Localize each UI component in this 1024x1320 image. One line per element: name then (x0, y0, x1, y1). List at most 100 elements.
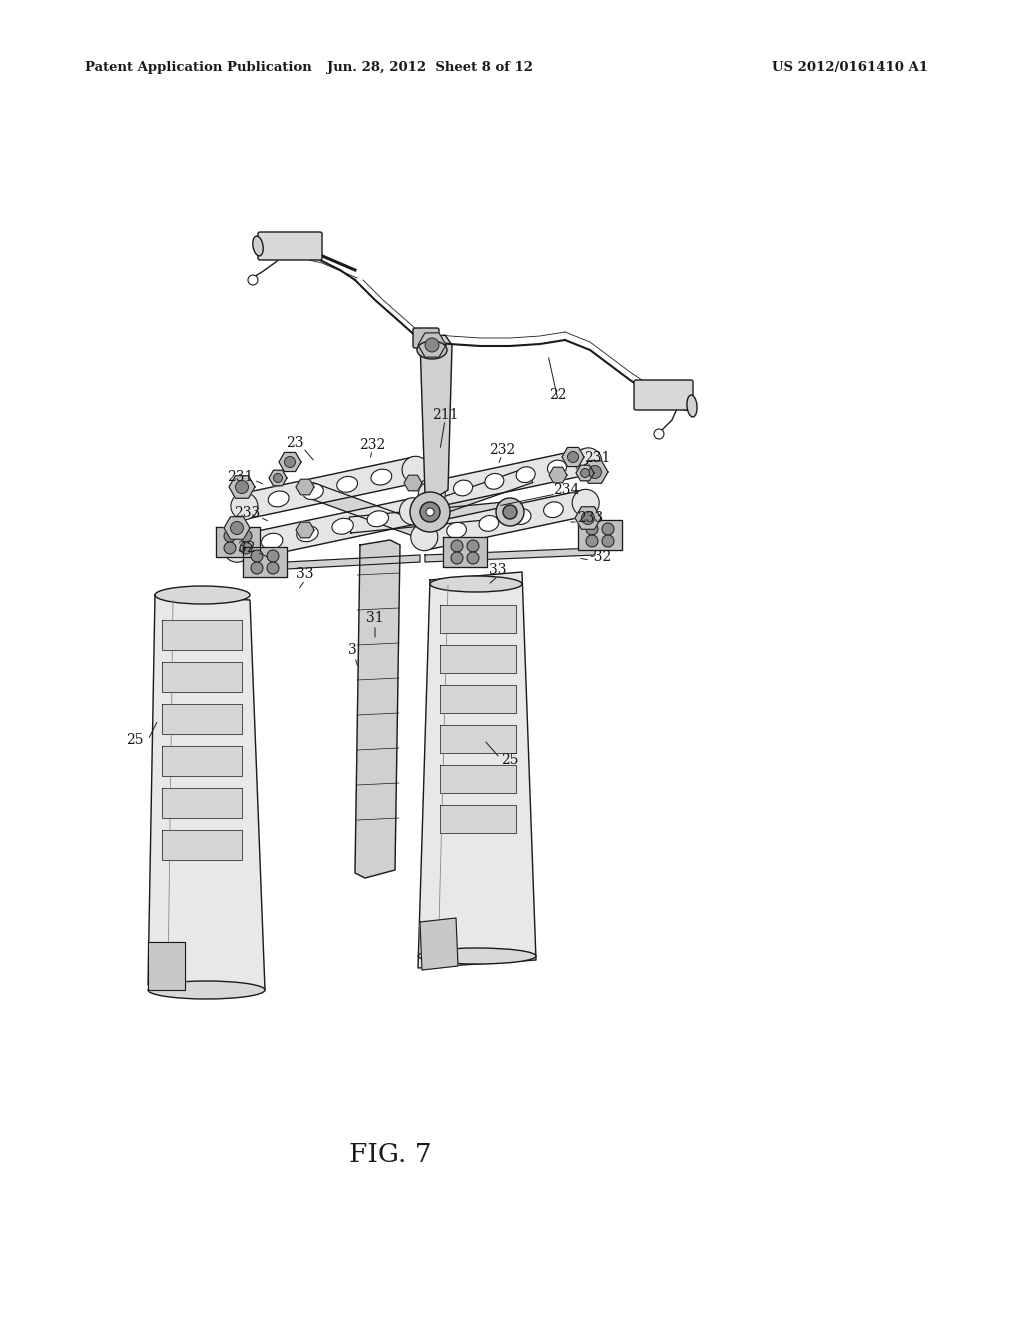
Text: 232: 232 (358, 438, 385, 451)
Polygon shape (269, 470, 287, 486)
Polygon shape (440, 605, 516, 634)
Ellipse shape (548, 461, 566, 477)
Circle shape (224, 531, 236, 543)
Ellipse shape (511, 508, 531, 524)
Text: 233: 233 (233, 506, 260, 520)
Circle shape (230, 492, 258, 520)
Polygon shape (162, 663, 242, 692)
Circle shape (248, 275, 258, 285)
Polygon shape (582, 461, 608, 483)
Circle shape (399, 498, 427, 525)
Circle shape (251, 562, 263, 574)
Circle shape (572, 490, 599, 516)
Circle shape (582, 511, 595, 524)
Text: 22: 22 (549, 388, 566, 403)
Text: 232: 232 (488, 444, 515, 457)
Ellipse shape (368, 511, 388, 527)
Circle shape (586, 535, 598, 546)
Text: 32: 32 (239, 541, 256, 554)
Circle shape (273, 474, 283, 483)
Ellipse shape (253, 236, 263, 256)
Circle shape (574, 447, 602, 475)
Circle shape (426, 508, 434, 516)
Ellipse shape (302, 483, 324, 499)
Circle shape (467, 552, 479, 564)
Circle shape (224, 543, 236, 554)
Polygon shape (440, 685, 516, 713)
Text: 33: 33 (296, 568, 313, 581)
Ellipse shape (337, 477, 357, 492)
Polygon shape (549, 467, 567, 483)
Text: 31: 31 (367, 611, 384, 624)
Polygon shape (440, 766, 516, 793)
Ellipse shape (417, 341, 447, 359)
Circle shape (251, 550, 263, 562)
Polygon shape (307, 483, 423, 537)
Ellipse shape (268, 491, 289, 507)
Circle shape (589, 466, 601, 479)
Circle shape (581, 469, 590, 478)
Circle shape (236, 480, 249, 494)
Polygon shape (404, 475, 422, 491)
Ellipse shape (479, 516, 499, 532)
Polygon shape (440, 805, 516, 833)
Polygon shape (162, 788, 242, 818)
Circle shape (285, 457, 296, 467)
Circle shape (496, 498, 524, 525)
Text: 3: 3 (347, 643, 356, 657)
Ellipse shape (516, 467, 536, 483)
Text: -32: -32 (589, 550, 611, 564)
Circle shape (410, 492, 450, 532)
Polygon shape (279, 453, 301, 471)
Text: Jun. 28, 2012  Sheet 8 of 12: Jun. 28, 2012 Sheet 8 of 12 (327, 62, 534, 74)
Circle shape (223, 535, 251, 562)
Polygon shape (229, 475, 255, 498)
Text: Patent Application Publication: Patent Application Publication (85, 62, 311, 74)
Circle shape (418, 480, 445, 508)
Polygon shape (296, 523, 314, 537)
Polygon shape (148, 595, 265, 990)
Ellipse shape (297, 525, 318, 541)
Text: 233: 233 (577, 511, 603, 525)
Circle shape (503, 506, 517, 519)
Circle shape (402, 457, 429, 483)
Polygon shape (148, 942, 185, 990)
Ellipse shape (544, 502, 563, 517)
Text: 234: 234 (553, 483, 580, 498)
Ellipse shape (687, 395, 697, 417)
Text: 231: 231 (226, 470, 253, 484)
Ellipse shape (261, 533, 283, 549)
Polygon shape (422, 490, 589, 550)
Polygon shape (427, 467, 532, 517)
Text: 33: 33 (489, 564, 507, 577)
Ellipse shape (332, 519, 353, 535)
Ellipse shape (430, 576, 522, 591)
Circle shape (240, 531, 252, 543)
Circle shape (602, 523, 614, 535)
Polygon shape (443, 537, 487, 568)
Polygon shape (440, 645, 516, 673)
Ellipse shape (371, 469, 392, 484)
Ellipse shape (418, 948, 536, 964)
Circle shape (267, 550, 279, 562)
Polygon shape (420, 917, 458, 970)
Polygon shape (243, 546, 287, 577)
Ellipse shape (454, 480, 473, 496)
Circle shape (420, 502, 440, 521)
Polygon shape (425, 548, 595, 562)
Text: 23: 23 (287, 436, 304, 450)
Polygon shape (248, 554, 420, 572)
Circle shape (602, 535, 614, 546)
Ellipse shape (446, 523, 466, 539)
Polygon shape (578, 520, 622, 550)
Polygon shape (234, 499, 416, 561)
Ellipse shape (484, 474, 504, 490)
Circle shape (230, 521, 244, 535)
Polygon shape (418, 572, 536, 968)
Text: 231: 231 (584, 451, 610, 465)
Text: FIG. 7: FIG. 7 (349, 1143, 431, 1167)
Circle shape (451, 540, 463, 552)
Circle shape (467, 540, 479, 552)
Circle shape (240, 543, 252, 554)
Ellipse shape (148, 981, 265, 999)
